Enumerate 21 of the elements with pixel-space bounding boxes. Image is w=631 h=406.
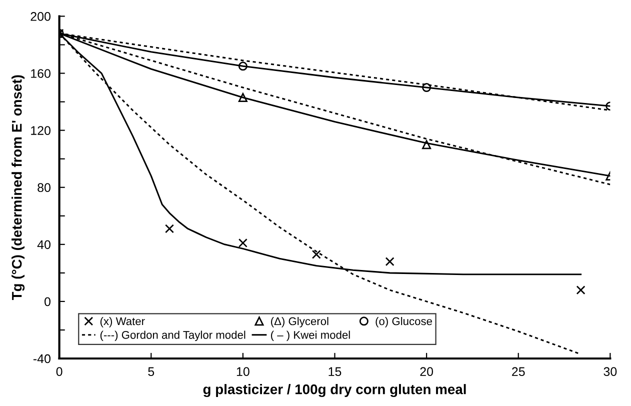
x-tick-label: 10 [236,367,250,376]
y-tick-label: 80 [38,183,50,192]
y-axis-title: Tg (°C) (determined from E' onset) [12,75,25,300]
y-tick-label: 120 [31,126,50,135]
x-tick-label: 0 [56,367,62,376]
x-tick-label: 25 [512,367,525,376]
x-tick-label: 20 [420,367,434,376]
x-axis-title: g plasticizer / 100g dry corn gluten meal [203,384,466,398]
y-tick-label: 200 [30,12,50,21]
legend-label: (Δ) Glycerol [271,317,328,328]
y-tick-label: 40 [37,240,50,250]
legend-label: (x) Water [100,317,145,328]
x-tick-label: 5 [148,367,154,376]
y-tick-label: 160 [31,69,50,78]
legend-label: (o) Glucose [376,317,432,328]
x-tick-label: 30 [604,367,617,376]
legend-label: (---) Gordon and Taylor model [100,330,246,342]
y-tick-label: 0 [44,297,50,306]
y-tick-label: -40 [33,354,50,364]
x-tick-label: 15 [328,367,342,376]
legend-label: ( – ) Kwei model [271,330,350,342]
